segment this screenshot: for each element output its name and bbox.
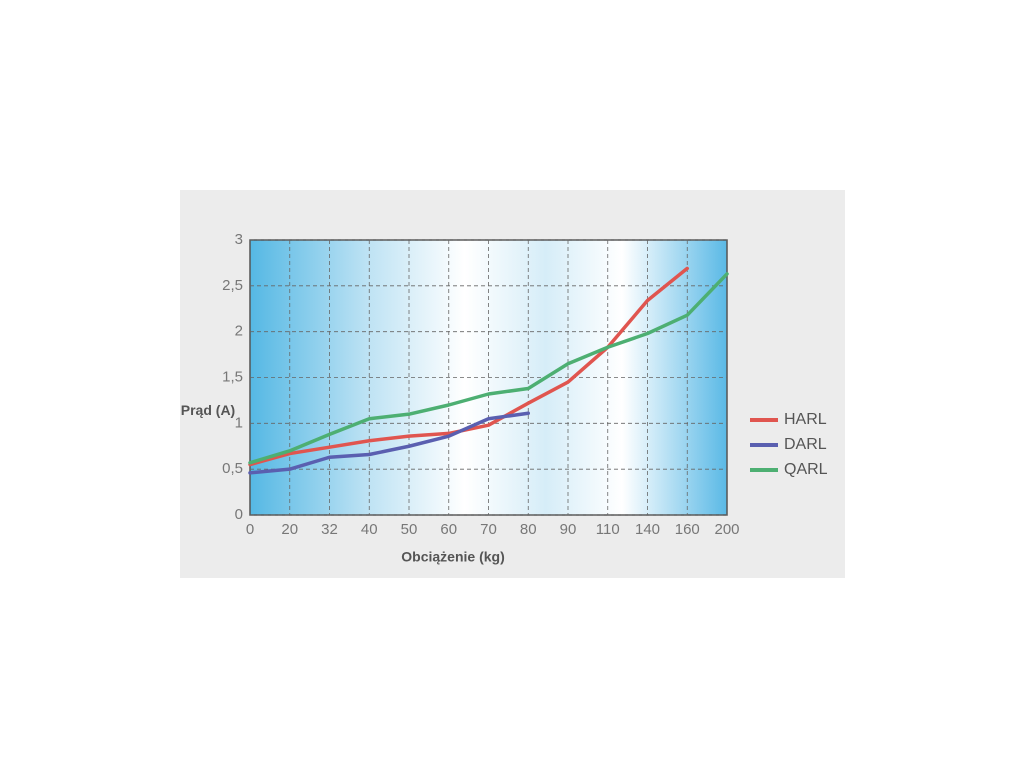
line-series xyxy=(248,272,729,465)
x-tick-label: 50 xyxy=(401,521,418,538)
x-tick-label: 32 xyxy=(321,521,338,538)
x-tick-label: 40 xyxy=(361,521,378,538)
y-tick-label: 1,5 xyxy=(222,368,243,385)
legend-label: DARL xyxy=(784,436,827,453)
y-tick-label: 2,5 xyxy=(222,277,243,294)
x-tick-label: 80 xyxy=(520,521,537,538)
y-axis-label: Prąd (A) xyxy=(180,402,236,418)
x-axis-label: Obciążenie (kg) xyxy=(401,549,504,565)
line-series xyxy=(248,411,530,475)
y-tick-label: 1 xyxy=(235,414,243,431)
y-tick-label: 3 xyxy=(235,231,243,248)
y-tick-label: 0,5 xyxy=(222,460,243,477)
x-tick-label: 20 xyxy=(281,521,298,538)
x-tick-label: 0 xyxy=(246,521,254,538)
y-tick-label: 2 xyxy=(235,323,243,340)
x-tick-label: 60 xyxy=(440,521,457,538)
x-tick-label: 200 xyxy=(714,521,739,538)
x-tick-label: 70 xyxy=(480,521,497,538)
x-tick-label: 140 xyxy=(635,521,660,538)
legend-label: QARL xyxy=(784,461,828,478)
y-tick-label: 0 xyxy=(235,506,243,523)
x-tick-label: 90 xyxy=(560,521,577,538)
legend-label: HARL xyxy=(784,411,827,428)
x-tick-label: 110 xyxy=(596,521,620,538)
x-tick-label: 160 xyxy=(675,521,700,538)
